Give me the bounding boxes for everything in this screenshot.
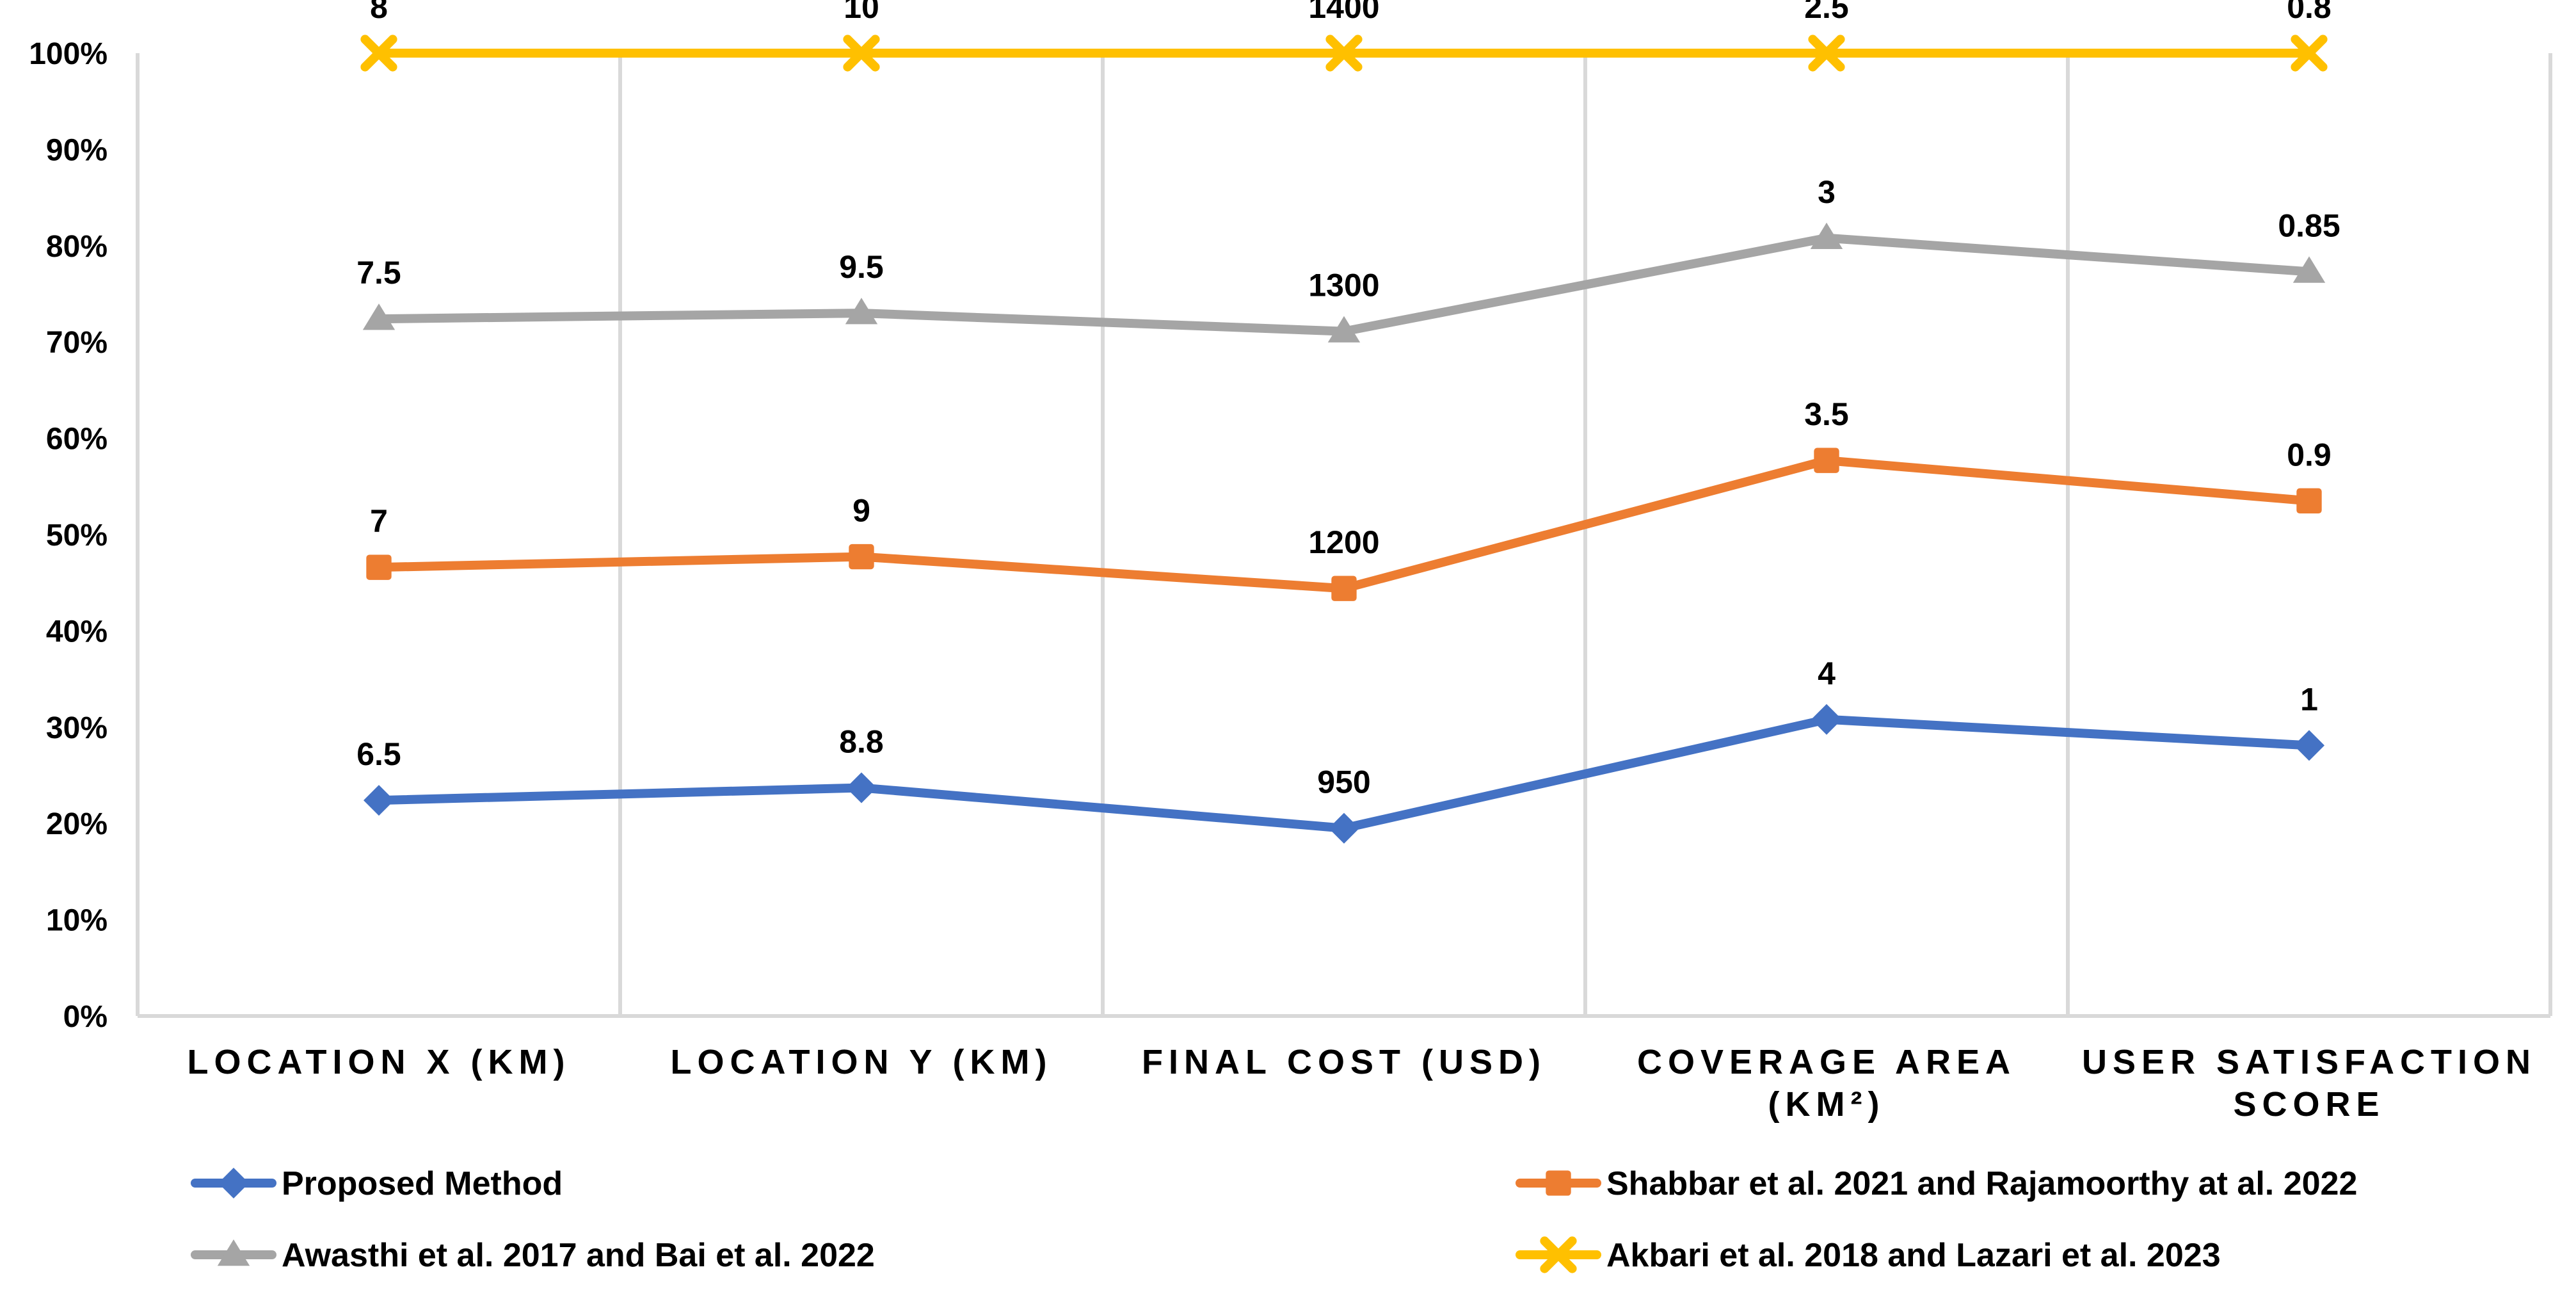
legend-label-akbari-et-al-2018-and-lazari-et-al-2023: Akbari et al. 2018 and Lazari et al. 202…: [1606, 1237, 2221, 1274]
x-tick-label: SCORE: [2233, 1085, 2385, 1124]
x-tick-label: USER SATISFACTION: [2082, 1043, 2536, 1081]
y-tick-label: 0%: [63, 1000, 108, 1034]
y-tick-label: 10%: [46, 904, 108, 938]
y-tick-label: 100%: [29, 37, 108, 71]
data-point-shabbar-et-al-2021-and-rajamoorthy-at-al-2022: [1814, 447, 1839, 473]
y-tick-label: 70%: [46, 326, 108, 360]
y-tick-label: 20%: [46, 807, 108, 841]
y-tick-label: 80%: [46, 230, 108, 264]
data-label-shabbar-et-al-2021-and-rajamoorthy-at-al-2022: 9: [852, 493, 870, 529]
x-tick-label: (KM²): [1768, 1085, 1885, 1124]
data-label-shabbar-et-al-2021-and-rajamoorthy-at-al-2022: 7: [370, 503, 388, 539]
legend-marker-shabbar-et-al-2021-and-rajamoorthy-at-al-2022: [1546, 1170, 1571, 1196]
y-tick-label: 60%: [46, 423, 108, 456]
data-label-shabbar-et-al-2021-and-rajamoorthy-at-al-2022: 0.9: [2287, 437, 2332, 472]
data-point-awasthi-et-al-2017-and-bai-et-al-2022: [845, 298, 878, 325]
legend-marker-awasthi-et-al-2017-and-bai-et-al-2022: [217, 1239, 250, 1266]
data-label-shabbar-et-al-2021-and-rajamoorthy-at-al-2022: 3.5: [1804, 396, 1849, 432]
data-point-proposed-method: [2294, 730, 2324, 761]
data-label-proposed-method: 6.5: [356, 736, 401, 772]
data-point-awasthi-et-al-2017-and-bai-et-al-2022: [1810, 222, 1843, 250]
data-label-awasthi-et-al-2017-and-bai-et-al-2022: 9.5: [839, 249, 884, 285]
data-point-shabbar-et-al-2021-and-rajamoorthy-at-al-2022: [849, 544, 874, 570]
legend: Proposed Method Shabbar et al. 2021 and R…: [191, 1165, 2357, 1274]
data-label-awasthi-et-al-2017-and-bai-et-al-2022: 1300: [1308, 268, 1379, 303]
y-tick-label: 40%: [46, 615, 108, 649]
data-label-shabbar-et-al-2021-and-rajamoorthy-at-al-2022: 1200: [1308, 524, 1379, 560]
legend-label-proposed-method: Proposed Method: [282, 1165, 563, 1202]
series-shabbar-et-al-2021-and-rajamoorthy-at-al-2022: [366, 447, 2322, 601]
data-label-proposed-method: 8.8: [839, 724, 884, 760]
data-point-awasthi-et-al-2017-and-bai-et-al-2022: [2292, 256, 2326, 283]
data-point-shabbar-et-al-2021-and-rajamoorthy-at-al-2022: [2296, 488, 2322, 514]
legend-label-awasthi-et-al-2017-and-bai-et-al-2022: Awasthi et al. 2017 and Bai et al. 2022: [282, 1237, 875, 1274]
data-point-akbari-et-al-2018-and-lazari-et-al-2023: [1325, 35, 1363, 72]
data-point-shabbar-et-al-2021-and-rajamoorthy-at-al-2022: [366, 554, 392, 580]
data-label-akbari-et-al-2018-and-lazari-et-al-2023: 0.8: [2287, 0, 2332, 25]
x-tick-label: LOCATION Y (KM): [671, 1043, 1053, 1081]
data-point-proposed-method: [1329, 812, 1359, 844]
data-label-awasthi-et-al-2017-and-bai-et-al-2022: 7.5: [356, 255, 401, 291]
series-proposed-method: [364, 704, 2324, 844]
data-point-akbari-et-al-2018-and-lazari-et-al-2023: [360, 35, 397, 72]
data-point-shabbar-et-al-2021-and-rajamoorthy-at-al-2022: [1331, 576, 1357, 601]
data-label-akbari-et-al-2018-and-lazari-et-al-2023: 10: [844, 0, 879, 25]
y-tick-label: 30%: [46, 711, 108, 745]
data-point-proposed-method: [1811, 704, 1842, 735]
series-akbari-et-al-2018-and-lazari-et-al-2023: [360, 35, 2328, 72]
data-point-awasthi-et-al-2017-and-bai-et-al-2022: [1327, 316, 1361, 343]
data-point-akbari-et-al-2018-and-lazari-et-al-2023: [2291, 35, 2328, 72]
x-tick-label: COVERAGE AREA: [1637, 1043, 2016, 1081]
legend-marker-proposed-method: [218, 1168, 249, 1198]
data-label-proposed-method: 4: [1818, 656, 1836, 691]
legend-item-proposed-method: Proposed Method: [191, 1165, 563, 1202]
legend-item-shabbar-et-al-2021-and-rajamoorthy-at-al-2022: Shabbar et al. 2021 and Rajamoorthy at a…: [1516, 1165, 2357, 1202]
data-label-akbari-et-al-2018-and-lazari-et-al-2023: 2.5: [1804, 0, 1849, 25]
data-labels: 6.5 8.8 950 4 1 7 9 1200 3.5 0.9 7.5 9.5 1300 3 0.85 8 1…: [356, 0, 2340, 800]
data-label-akbari-et-al-2018-and-lazari-et-al-2023: 1400: [1308, 0, 1379, 25]
data-label-proposed-method: 1: [2300, 681, 2318, 717]
series-group: [360, 35, 2328, 844]
x-tick-label: FINAL COST (USD): [1142, 1043, 1546, 1081]
axes: [136, 53, 2550, 1018]
data-label-akbari-et-al-2018-and-lazari-et-al-2023: 8: [370, 0, 388, 25]
data-point-proposed-method: [846, 772, 877, 803]
legend-marker-akbari-et-al-2018-and-lazari-et-al-2023: [1540, 1236, 1577, 1273]
data-point-awasthi-et-al-2017-and-bai-et-al-2022: [362, 303, 396, 330]
data-point-proposed-method: [364, 785, 394, 816]
data-label-proposed-method: 950: [1317, 764, 1370, 800]
legend-item-akbari-et-al-2018-and-lazari-et-al-2023: Akbari et al. 2018 and Lazari et al. 202…: [1516, 1236, 2221, 1274]
y-axis-ticks: 0% 10% 20% 30% 40% 50% 60% 70% 80% 90% 100%: [29, 37, 108, 1034]
x-axis-ticks: LOCATION X (KM) LOCATION Y (KM) FINAL COST…: [188, 1043, 2536, 1124]
gridlines: [618, 53, 2552, 1016]
y-tick-label: 50%: [46, 519, 108, 552]
series-awasthi-et-al-2017-and-bai-et-al-2022: [362, 222, 2326, 343]
x-tick-label: LOCATION X (KM): [188, 1043, 571, 1081]
data-point-akbari-et-al-2018-and-lazari-et-al-2023: [843, 35, 880, 72]
y-tick-label: 90%: [46, 133, 108, 167]
data-point-akbari-et-al-2018-and-lazari-et-al-2023: [1808, 35, 1845, 72]
data-label-awasthi-et-al-2017-and-bai-et-al-2022: 3: [1818, 174, 1836, 210]
legend-item-awasthi-et-al-2017-and-bai-et-al-2022: Awasthi et al. 2017 and Bai et al. 2022: [191, 1237, 875, 1274]
legend-label-shabbar-et-al-2021-and-rajamoorthy-at-al-2022: Shabbar et al. 2021 and Rajamoorthy at a…: [1606, 1165, 2357, 1202]
data-label-awasthi-et-al-2017-and-bai-et-al-2022: 0.85: [2278, 207, 2340, 243]
